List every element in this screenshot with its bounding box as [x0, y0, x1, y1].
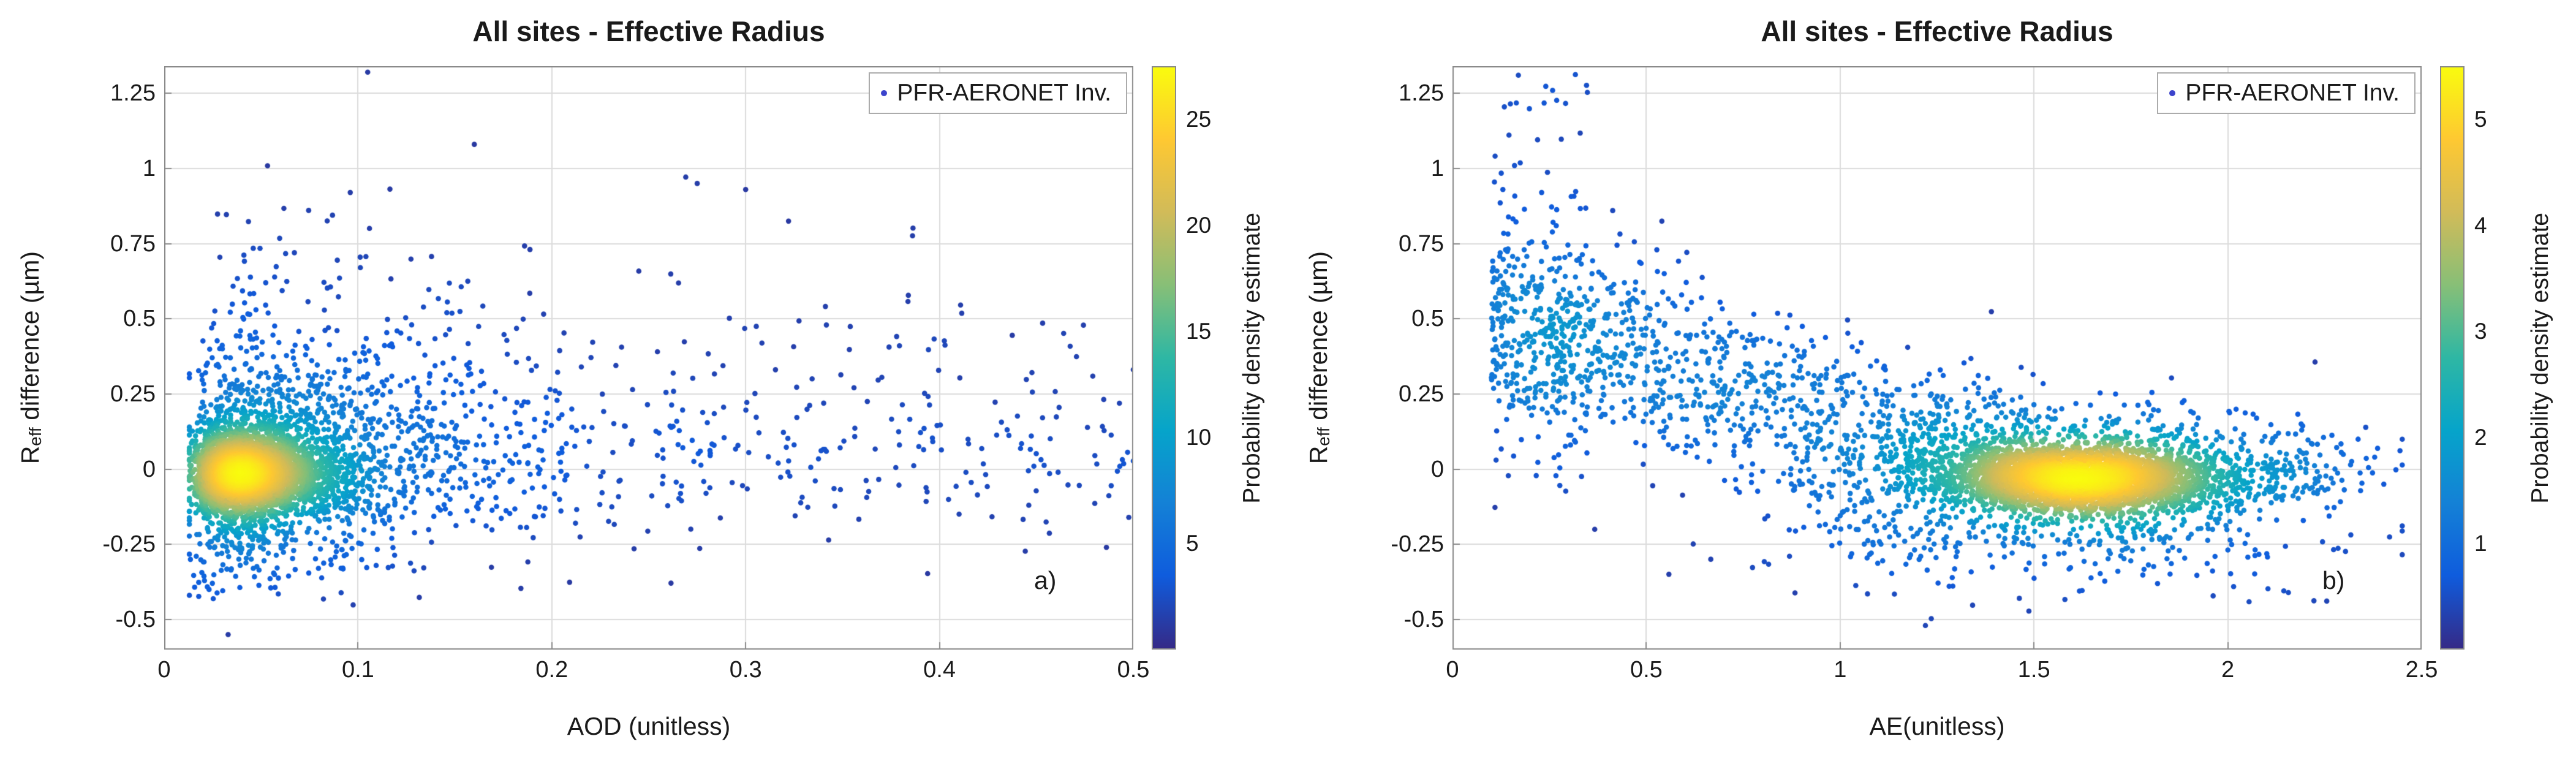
- chart-title: All sites - Effective Radius: [472, 15, 825, 47]
- x-tick-label: 0.4: [923, 657, 956, 683]
- y-axis-label-subscript: eff: [1314, 427, 1334, 447]
- colorbar-tick-label: 5: [2474, 106, 2487, 132]
- colorbar-tick-label: 5: [1186, 530, 1199, 556]
- y-tick-label: -0.5: [1403, 606, 1444, 632]
- y-tick-label: 0: [1430, 456, 1444, 482]
- colorbar-tick-label: 4: [2474, 212, 2487, 238]
- scatter-plot-canvas: [164, 66, 1133, 650]
- y-axis-label-subscript: eff: [26, 427, 45, 447]
- y-tick-label: 0: [142, 456, 156, 482]
- x-tick-label: 0.5: [1117, 657, 1150, 683]
- colorbar-label: Probability density estimate: [2527, 212, 2553, 504]
- colorbar-tick-label: 15: [1186, 318, 1212, 344]
- y-tick-label: 1: [1430, 155, 1444, 181]
- panel-letter: a): [1034, 566, 1057, 594]
- colorbar-tick-label: 20: [1186, 212, 1212, 238]
- x-tick-label: 2: [2221, 657, 2235, 683]
- panel-letter: b): [2322, 566, 2345, 594]
- chart-title: All sites - Effective Radius: [1761, 15, 2113, 47]
- panel-b: All sites - Effective Radius Reff differ…: [1288, 0, 2576, 766]
- y-tick-label: 1: [142, 155, 156, 181]
- y-tick-label: 0.75: [1399, 230, 1444, 257]
- colorbar-label: Probability density estimate: [1239, 212, 1265, 504]
- x-tick-label: 0: [1446, 657, 1459, 683]
- x-tick-label: 0: [157, 657, 171, 683]
- x-axis-label: AE(unitless): [1869, 712, 2005, 740]
- legend: PFR-AERONET Inv.: [869, 72, 1127, 114]
- x-axis-label: AOD (unitless): [567, 712, 731, 740]
- y-tick-label: -0.5: [115, 606, 156, 632]
- y-axis-label-prefix: R: [15, 446, 44, 465]
- y-tick-label: -0.25: [1391, 531, 1444, 558]
- y-tick-label: 0.25: [110, 381, 156, 407]
- legend-label: PFR-AERONET Inv.: [2185, 80, 2400, 106]
- legend-label: PFR-AERONET Inv.: [897, 80, 1111, 106]
- y-tick-label: 1.25: [110, 80, 156, 107]
- x-tick-label: 0.1: [341, 657, 374, 683]
- colorbar: [2440, 66, 2465, 650]
- panel-a: All sites - Effective Radius Reff differ…: [11, 15, 1265, 740]
- x-tick-label: 0.2: [535, 657, 568, 683]
- colorbar-tick-label: 2: [2474, 424, 2487, 450]
- y-tick-label: 0.75: [110, 230, 156, 257]
- y-axis-label-suffix: difference (µm): [15, 251, 44, 428]
- y-tick-label: 1.25: [1399, 80, 1444, 107]
- x-tick-label: 1.5: [2017, 657, 2050, 683]
- x-tick-label: 0.3: [729, 657, 762, 683]
- y-tick-label: 0.25: [1399, 381, 1444, 407]
- colorbar-tick-label: 25: [1186, 106, 1212, 132]
- legend: PFR-AERONET Inv.: [2157, 72, 2415, 114]
- x-tick-label: 0.5: [1630, 657, 1663, 683]
- legend-marker-dot: [881, 90, 888, 96]
- y-axis-label: Reff difference (µm): [1299, 66, 1339, 650]
- y-axis-label: Reff difference (µm): [11, 66, 50, 650]
- x-tick-label: 2.5: [2405, 657, 2438, 683]
- y-tick-label: -0.25: [102, 531, 156, 558]
- colorbar: [1152, 66, 1176, 650]
- colorbar-tick-label: 10: [1186, 424, 1212, 450]
- y-tick-label: 0.5: [123, 306, 156, 332]
- colorbar-tick-label: 3: [2474, 318, 2487, 344]
- y-axis-label-suffix: difference (µm): [1304, 251, 1332, 428]
- colorbar-tick-label: 1: [2474, 530, 2487, 556]
- x-tick-label: 1: [1834, 657, 1847, 683]
- y-axis-label-prefix: R: [1304, 446, 1332, 465]
- scatter-plot-canvas: [1452, 66, 2422, 650]
- legend-marker-dot: [2169, 90, 2176, 96]
- y-tick-label: 0.5: [1411, 306, 1444, 332]
